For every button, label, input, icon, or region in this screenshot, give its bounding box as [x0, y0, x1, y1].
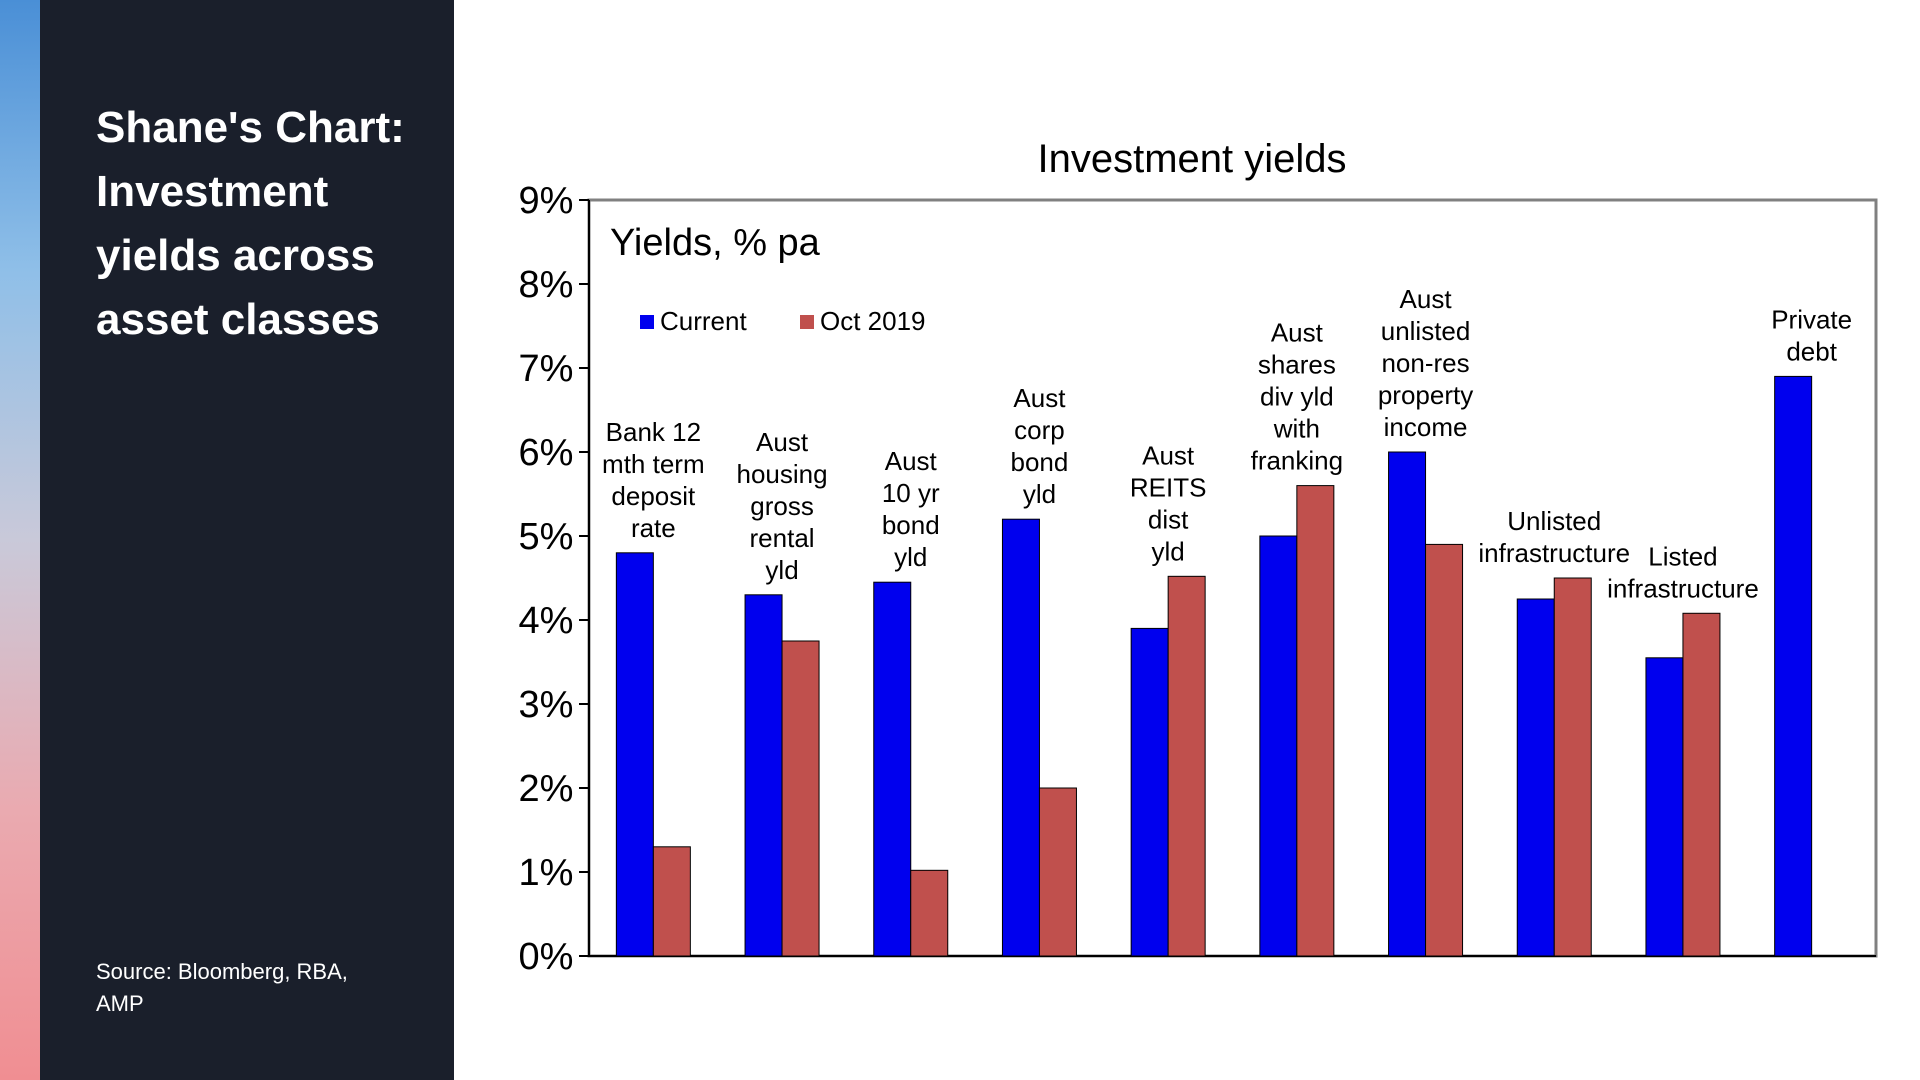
category-label: mth term: [602, 449, 705, 479]
y-tick-label: 2%: [519, 768, 574, 810]
bar-current: [1130, 627, 1169, 957]
bar-current: [1774, 375, 1813, 957]
category-label: property: [1378, 380, 1473, 410]
bar-oct2019: [1296, 485, 1335, 957]
category-label: Aust: [1400, 284, 1453, 314]
category-label: yld: [1152, 536, 1185, 566]
category-label: income: [1384, 412, 1468, 442]
legend-swatch-1: [800, 315, 814, 329]
y-tick-label: 5%: [519, 516, 574, 558]
y-tick-label: 7%: [519, 348, 574, 390]
chart-subtitle: Yields, % pa: [610, 222, 821, 264]
y-tick-label: 1%: [519, 852, 574, 894]
y-tick-label: 3%: [519, 684, 574, 726]
bar-current: [1645, 657, 1684, 957]
category-label: div yld: [1260, 382, 1334, 412]
y-tick-label: 9%: [519, 180, 574, 222]
category-label: rate: [631, 513, 676, 543]
legend-label-1: Oct 2019: [820, 306, 926, 336]
bar-current: [615, 552, 654, 957]
category-label: Aust: [756, 427, 809, 457]
bar-current: [1388, 451, 1427, 957]
category-label: infrastructure: [1607, 573, 1759, 603]
bar-current: [1516, 598, 1555, 957]
category-label: Unlisted: [1507, 506, 1601, 536]
category-label: rental: [750, 523, 815, 553]
bar-oct2019: [1038, 787, 1077, 957]
accent-gradient-strip: [0, 0, 40, 1080]
y-tick-label: 8%: [519, 264, 574, 306]
category-label: gross: [750, 491, 814, 521]
category-label: Aust: [1142, 440, 1195, 470]
category-label: deposit: [611, 481, 696, 511]
category-label: Aust: [1013, 383, 1066, 413]
bar-oct2019: [1553, 577, 1592, 957]
category-label: shares: [1258, 350, 1336, 380]
category-label: corp: [1014, 415, 1065, 445]
bar-chart: Investment yields 0% 1% 2% 3% 4% 5% 6% 7% 8% 9% Yie…: [519, 137, 1878, 978]
category-label: yld: [894, 542, 927, 572]
chart-area: Investment yields 0% 1% 2% 3% 4% 5% 6% 7% 8% 9% Yie…: [454, 0, 1920, 1080]
sidebar-panel: Shane's Chart: Investment yields across …: [40, 0, 454, 1080]
category-label: bond: [1011, 447, 1069, 477]
bar-current: [1259, 535, 1298, 957]
y-tick-label: 6%: [519, 432, 574, 474]
bar-oct2019: [910, 869, 949, 957]
category-label: REITS: [1130, 472, 1207, 502]
bar-oct2019: [781, 640, 820, 957]
slide-title: Shane's Chart: Investment yields across …: [96, 103, 405, 344]
category-label: Aust: [885, 446, 938, 476]
bar-oct2019: [1682, 612, 1721, 957]
category-label: yld: [1023, 479, 1056, 509]
y-tick-label: 4%: [519, 600, 574, 642]
bar-oct2019: [1167, 575, 1206, 957]
source-note: Source: Bloomberg, RBA, AMP: [96, 959, 348, 1016]
category-label: yld: [765, 555, 798, 585]
category-label: Bank 12: [606, 417, 701, 447]
bar-oct2019: [1425, 543, 1464, 957]
category-label: bond: [882, 510, 940, 540]
bar-current: [744, 594, 783, 957]
bar-oct2019: [652, 846, 691, 957]
category-label: Aust: [1271, 318, 1324, 348]
bar-current: [1001, 518, 1040, 957]
category-label: franking: [1251, 446, 1344, 476]
bar-current: [873, 581, 912, 957]
chart-title: Investment yields: [1037, 137, 1346, 181]
category-label: infrastructure: [1478, 538, 1630, 568]
legend-label-0: Current: [660, 306, 747, 336]
category-label: Listed: [1648, 541, 1717, 571]
category-label: with: [1273, 414, 1320, 444]
category-label: housing: [737, 459, 828, 489]
category-label: Private: [1771, 304, 1852, 334]
category-label: dist: [1148, 504, 1189, 534]
category-label: debt: [1786, 336, 1837, 366]
y-tick-label: 0%: [519, 936, 574, 978]
category-label: 10 yr: [882, 478, 940, 508]
legend-swatch-0: [640, 315, 654, 329]
category-label: unlisted: [1381, 316, 1471, 346]
category-label: non-res: [1381, 348, 1469, 378]
